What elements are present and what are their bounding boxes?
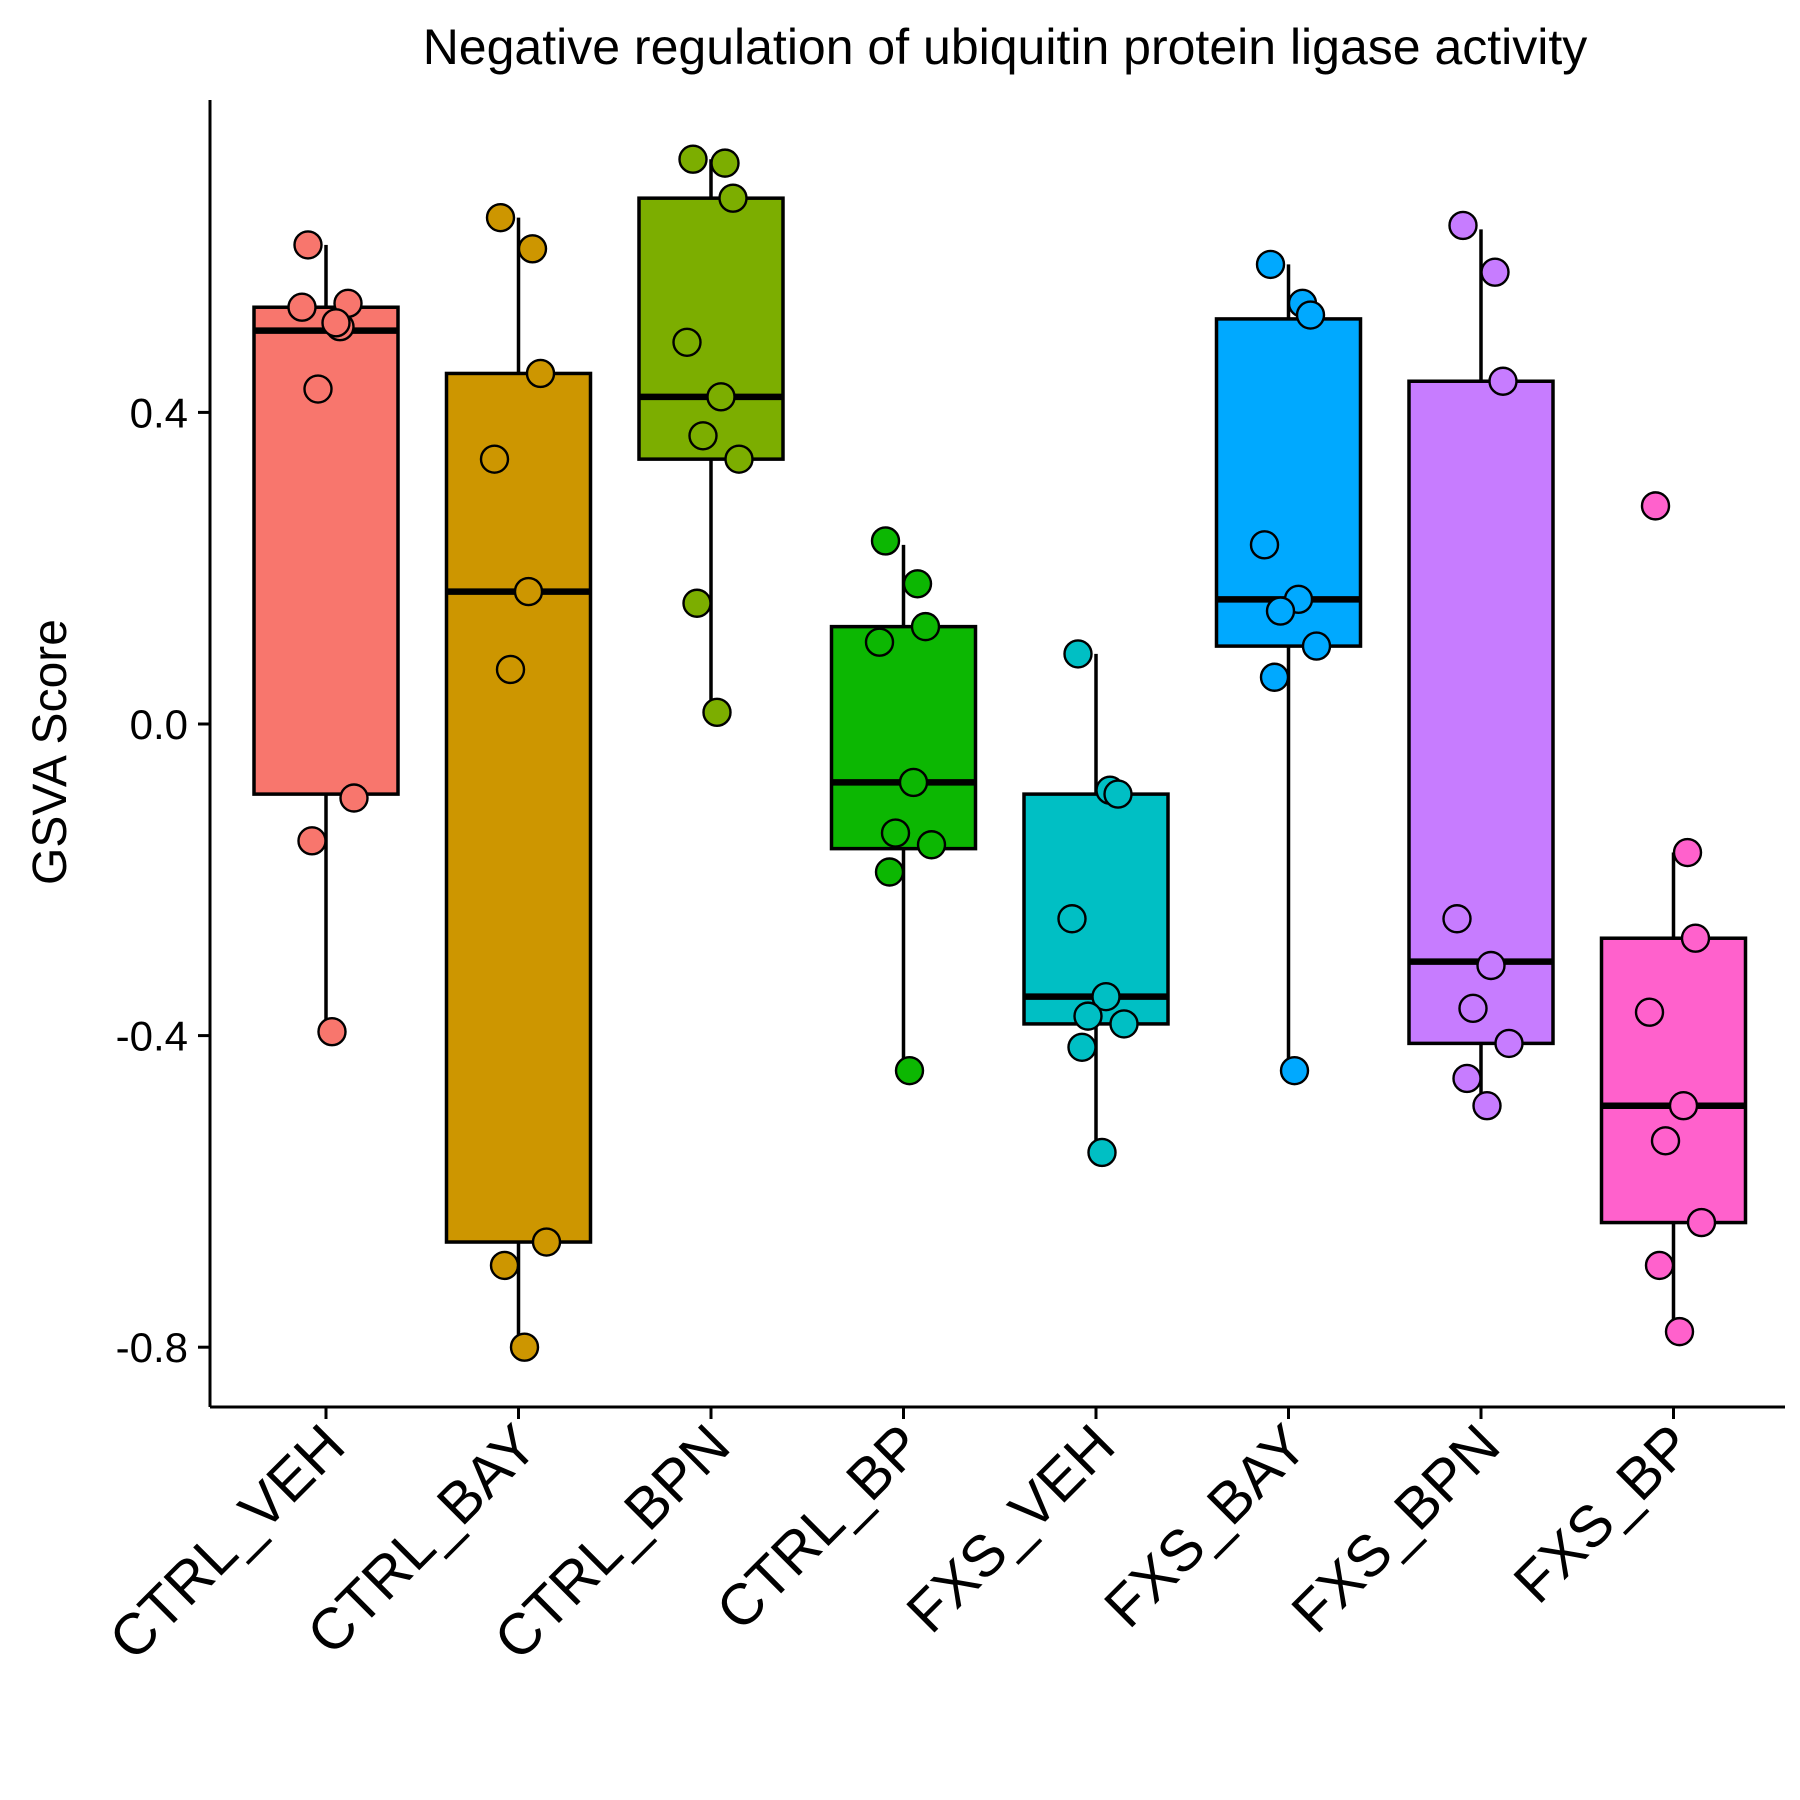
data-point	[495, 654, 526, 685]
data-point	[910, 611, 941, 642]
group-ctrl-bpn	[637, 144, 785, 728]
data-point	[1664, 1316, 1695, 1347]
data-point	[902, 569, 933, 599]
data-point	[489, 1250, 520, 1281]
data-point	[531, 1227, 562, 1257]
box-fxs-veh	[1022, 792, 1170, 1026]
data-point	[702, 697, 732, 728]
data-point	[1109, 1009, 1139, 1039]
x-tick-label: FXS_BP	[1501, 1412, 1704, 1615]
group-fxs-bp	[1599, 491, 1748, 1347]
group-fxs-bay	[1214, 249, 1363, 1086]
group-ctrl-bp	[829, 526, 978, 1086]
data-point	[339, 783, 369, 813]
data-point	[1634, 997, 1665, 1027]
y-axis-label: GSVA Score	[24, 619, 77, 885]
data-point	[1644, 1250, 1675, 1281]
group-ctrl-veh	[252, 230, 400, 1047]
data-point	[870, 526, 901, 556]
group-fxs-bpn	[1407, 210, 1555, 1121]
data-point	[1087, 1137, 1117, 1168]
data-point	[916, 830, 947, 860]
data-point	[1668, 1091, 1699, 1121]
data-point	[1091, 981, 1121, 1012]
data-point	[672, 327, 702, 357]
box-ctrl-bp	[829, 624, 978, 851]
data-point	[293, 230, 323, 260]
y-tick-label: 0.4	[130, 389, 188, 436]
data-point	[894, 1055, 925, 1086]
data-point	[479, 444, 510, 474]
data-point	[317, 1017, 347, 1047]
box-ctrl-bpn	[637, 196, 785, 461]
data-point	[1472, 1091, 1502, 1121]
data-point	[1295, 300, 1326, 330]
data-point	[1249, 530, 1280, 560]
data-point	[485, 202, 516, 233]
x-tick-label: CTRL_BP	[704, 1412, 935, 1643]
y-tick-label: -0.8	[116, 1324, 188, 1371]
data-point	[1650, 1126, 1681, 1156]
data-point	[1686, 1207, 1717, 1238]
data-point	[1259, 662, 1290, 692]
data-point	[706, 382, 736, 412]
data-point	[688, 421, 718, 451]
group-fxs-veh	[1022, 639, 1170, 1168]
data-point	[1255, 249, 1286, 280]
box-fxs-bp	[1599, 936, 1748, 1225]
data-point	[678, 144, 708, 174]
data-point	[321, 308, 351, 338]
data-point	[517, 234, 548, 264]
data-point	[1452, 1063, 1482, 1094]
data-point	[509, 1332, 540, 1362]
data-point	[287, 292, 317, 322]
y-tick-label: -0.4	[116, 1013, 188, 1060]
data-point	[1488, 366, 1518, 396]
data-point	[1067, 1032, 1097, 1062]
data-point	[1672, 837, 1703, 868]
data-point	[303, 374, 333, 404]
y-tick-label: 0.0	[130, 701, 188, 748]
data-point	[513, 576, 544, 607]
data-point	[880, 818, 911, 848]
data-point	[1265, 596, 1296, 626]
data-point	[1476, 950, 1506, 981]
data-point	[718, 183, 748, 213]
data-point	[1640, 491, 1671, 521]
data-point	[1279, 1055, 1310, 1086]
data-point	[525, 358, 556, 389]
data-point	[898, 767, 929, 798]
box-ctrl-bay	[444, 371, 593, 1244]
plot-area	[252, 144, 1748, 1362]
data-point	[724, 444, 754, 474]
data-point	[1494, 1028, 1524, 1059]
data-point	[874, 857, 905, 887]
data-point	[1073, 1001, 1103, 1031]
data-point	[864, 627, 895, 657]
data-point	[1057, 904, 1087, 934]
chart-title: Negative regulation of ubiquitin protein…	[423, 19, 1588, 75]
data-point	[1458, 993, 1488, 1024]
box-fxs-bpn	[1407, 379, 1555, 1046]
x-tick-label: FXS_BPN	[1279, 1412, 1512, 1645]
data-point	[1448, 210, 1478, 241]
data-point	[682, 588, 712, 618]
data-point	[1480, 257, 1510, 287]
data-point	[297, 826, 327, 856]
data-point	[1063, 639, 1093, 669]
data-point	[1442, 904, 1472, 934]
data-point	[710, 148, 740, 178]
group-ctrl-bay	[444, 202, 593, 1362]
data-point	[1301, 631, 1332, 661]
data-point	[1103, 779, 1133, 809]
data-point	[1680, 923, 1711, 953]
x-tick-label: FXS_VEH	[894, 1412, 1127, 1645]
